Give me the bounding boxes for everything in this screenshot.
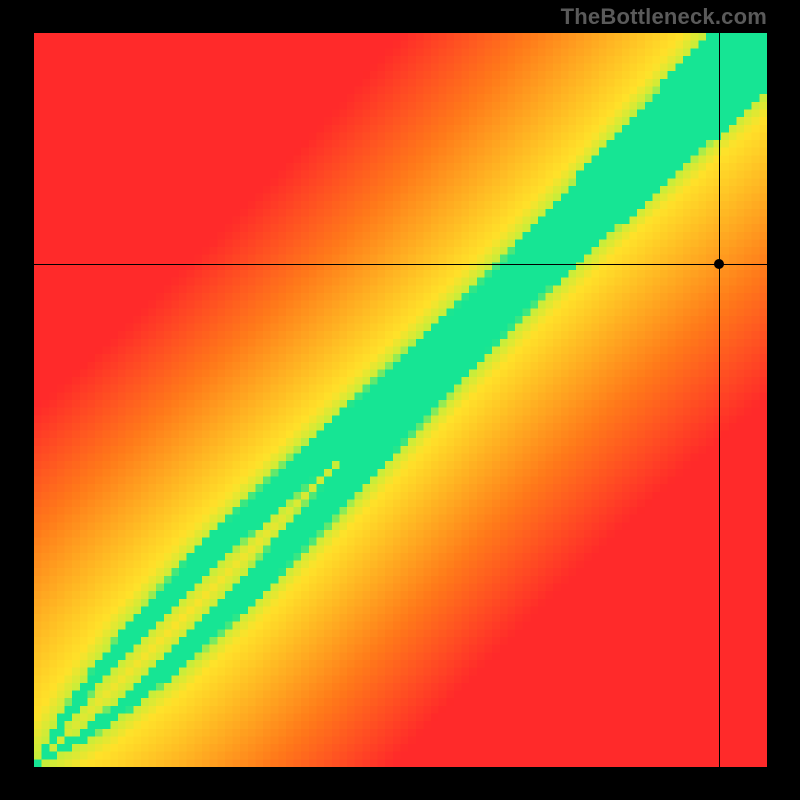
crosshair-vertical: [719, 33, 720, 767]
crosshair-horizontal: [34, 264, 767, 265]
watermark-text: TheBottleneck.com: [561, 4, 767, 30]
bottleneck-heatmap: [34, 33, 767, 767]
